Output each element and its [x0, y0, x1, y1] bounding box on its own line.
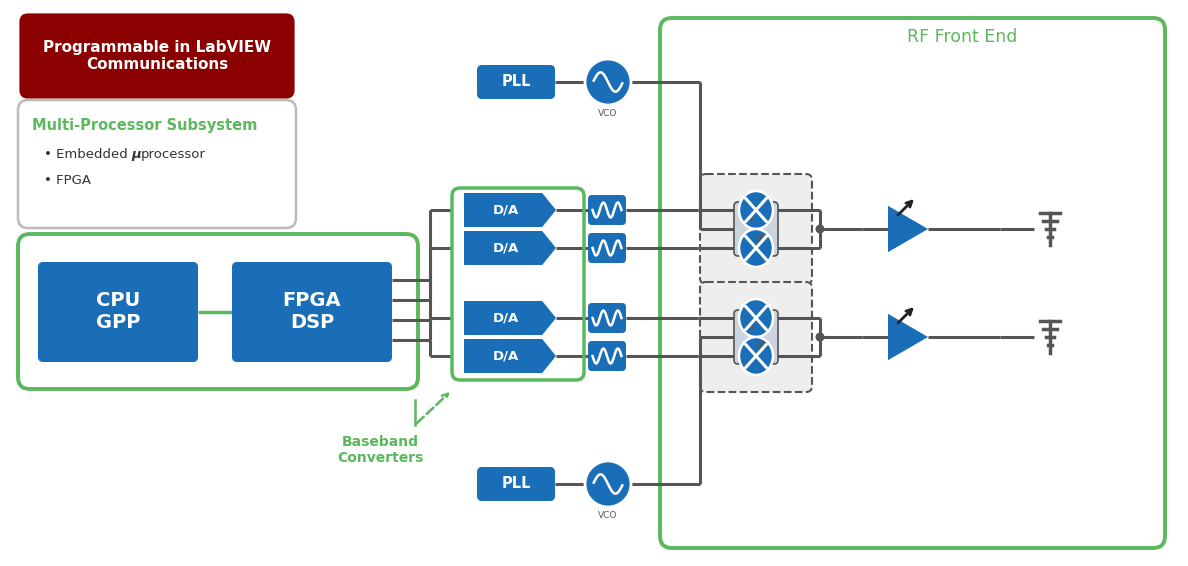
Ellipse shape	[739, 337, 773, 375]
FancyBboxPatch shape	[18, 12, 296, 100]
Text: PLL: PLL	[501, 75, 531, 89]
Text: CPU
GPP: CPU GPP	[96, 291, 140, 332]
Text: processor: processor	[141, 148, 206, 161]
FancyBboxPatch shape	[588, 233, 626, 263]
Text: D/A: D/A	[492, 204, 518, 217]
Text: VCO: VCO	[599, 511, 618, 520]
Text: D/A: D/A	[492, 349, 518, 362]
Polygon shape	[887, 314, 928, 360]
FancyBboxPatch shape	[38, 262, 198, 362]
FancyBboxPatch shape	[18, 100, 296, 228]
Polygon shape	[465, 301, 556, 335]
Text: Multi-Processor Subsystem: Multi-Processor Subsystem	[32, 118, 258, 133]
FancyBboxPatch shape	[588, 303, 626, 333]
Ellipse shape	[739, 299, 773, 337]
Text: D/A: D/A	[492, 242, 518, 255]
Text: 0: 0	[747, 322, 753, 332]
Polygon shape	[887, 206, 928, 252]
Polygon shape	[465, 231, 556, 265]
FancyBboxPatch shape	[734, 310, 778, 364]
FancyBboxPatch shape	[734, 202, 778, 256]
Ellipse shape	[739, 191, 773, 229]
Text: RF Front End: RF Front End	[906, 28, 1017, 46]
Text: • FPGA: • FPGA	[44, 174, 91, 187]
Circle shape	[815, 225, 824, 234]
Text: VCO: VCO	[599, 109, 618, 118]
Text: 90: 90	[756, 342, 767, 351]
FancyBboxPatch shape	[588, 341, 626, 371]
FancyBboxPatch shape	[232, 262, 392, 362]
Text: μ: μ	[131, 148, 140, 161]
Text: Programmable in LabVIEW
Communications: Programmable in LabVIEW Communications	[43, 40, 271, 72]
Polygon shape	[465, 339, 556, 373]
Text: • Embedded: • Embedded	[44, 148, 132, 161]
Text: FPGA
DSP: FPGA DSP	[283, 291, 341, 332]
Text: D/A: D/A	[492, 311, 518, 324]
FancyBboxPatch shape	[588, 195, 626, 225]
Text: 0: 0	[747, 215, 753, 224]
Text: 90: 90	[756, 234, 767, 243]
Circle shape	[584, 59, 631, 105]
Text: Baseband
Converters: Baseband Converters	[337, 435, 423, 465]
Circle shape	[584, 461, 631, 507]
FancyBboxPatch shape	[700, 282, 813, 392]
Text: PLL: PLL	[501, 477, 531, 491]
Polygon shape	[465, 193, 556, 227]
FancyBboxPatch shape	[700, 174, 813, 284]
FancyBboxPatch shape	[478, 65, 555, 99]
Circle shape	[815, 332, 824, 341]
FancyBboxPatch shape	[478, 467, 555, 501]
Ellipse shape	[739, 229, 773, 267]
